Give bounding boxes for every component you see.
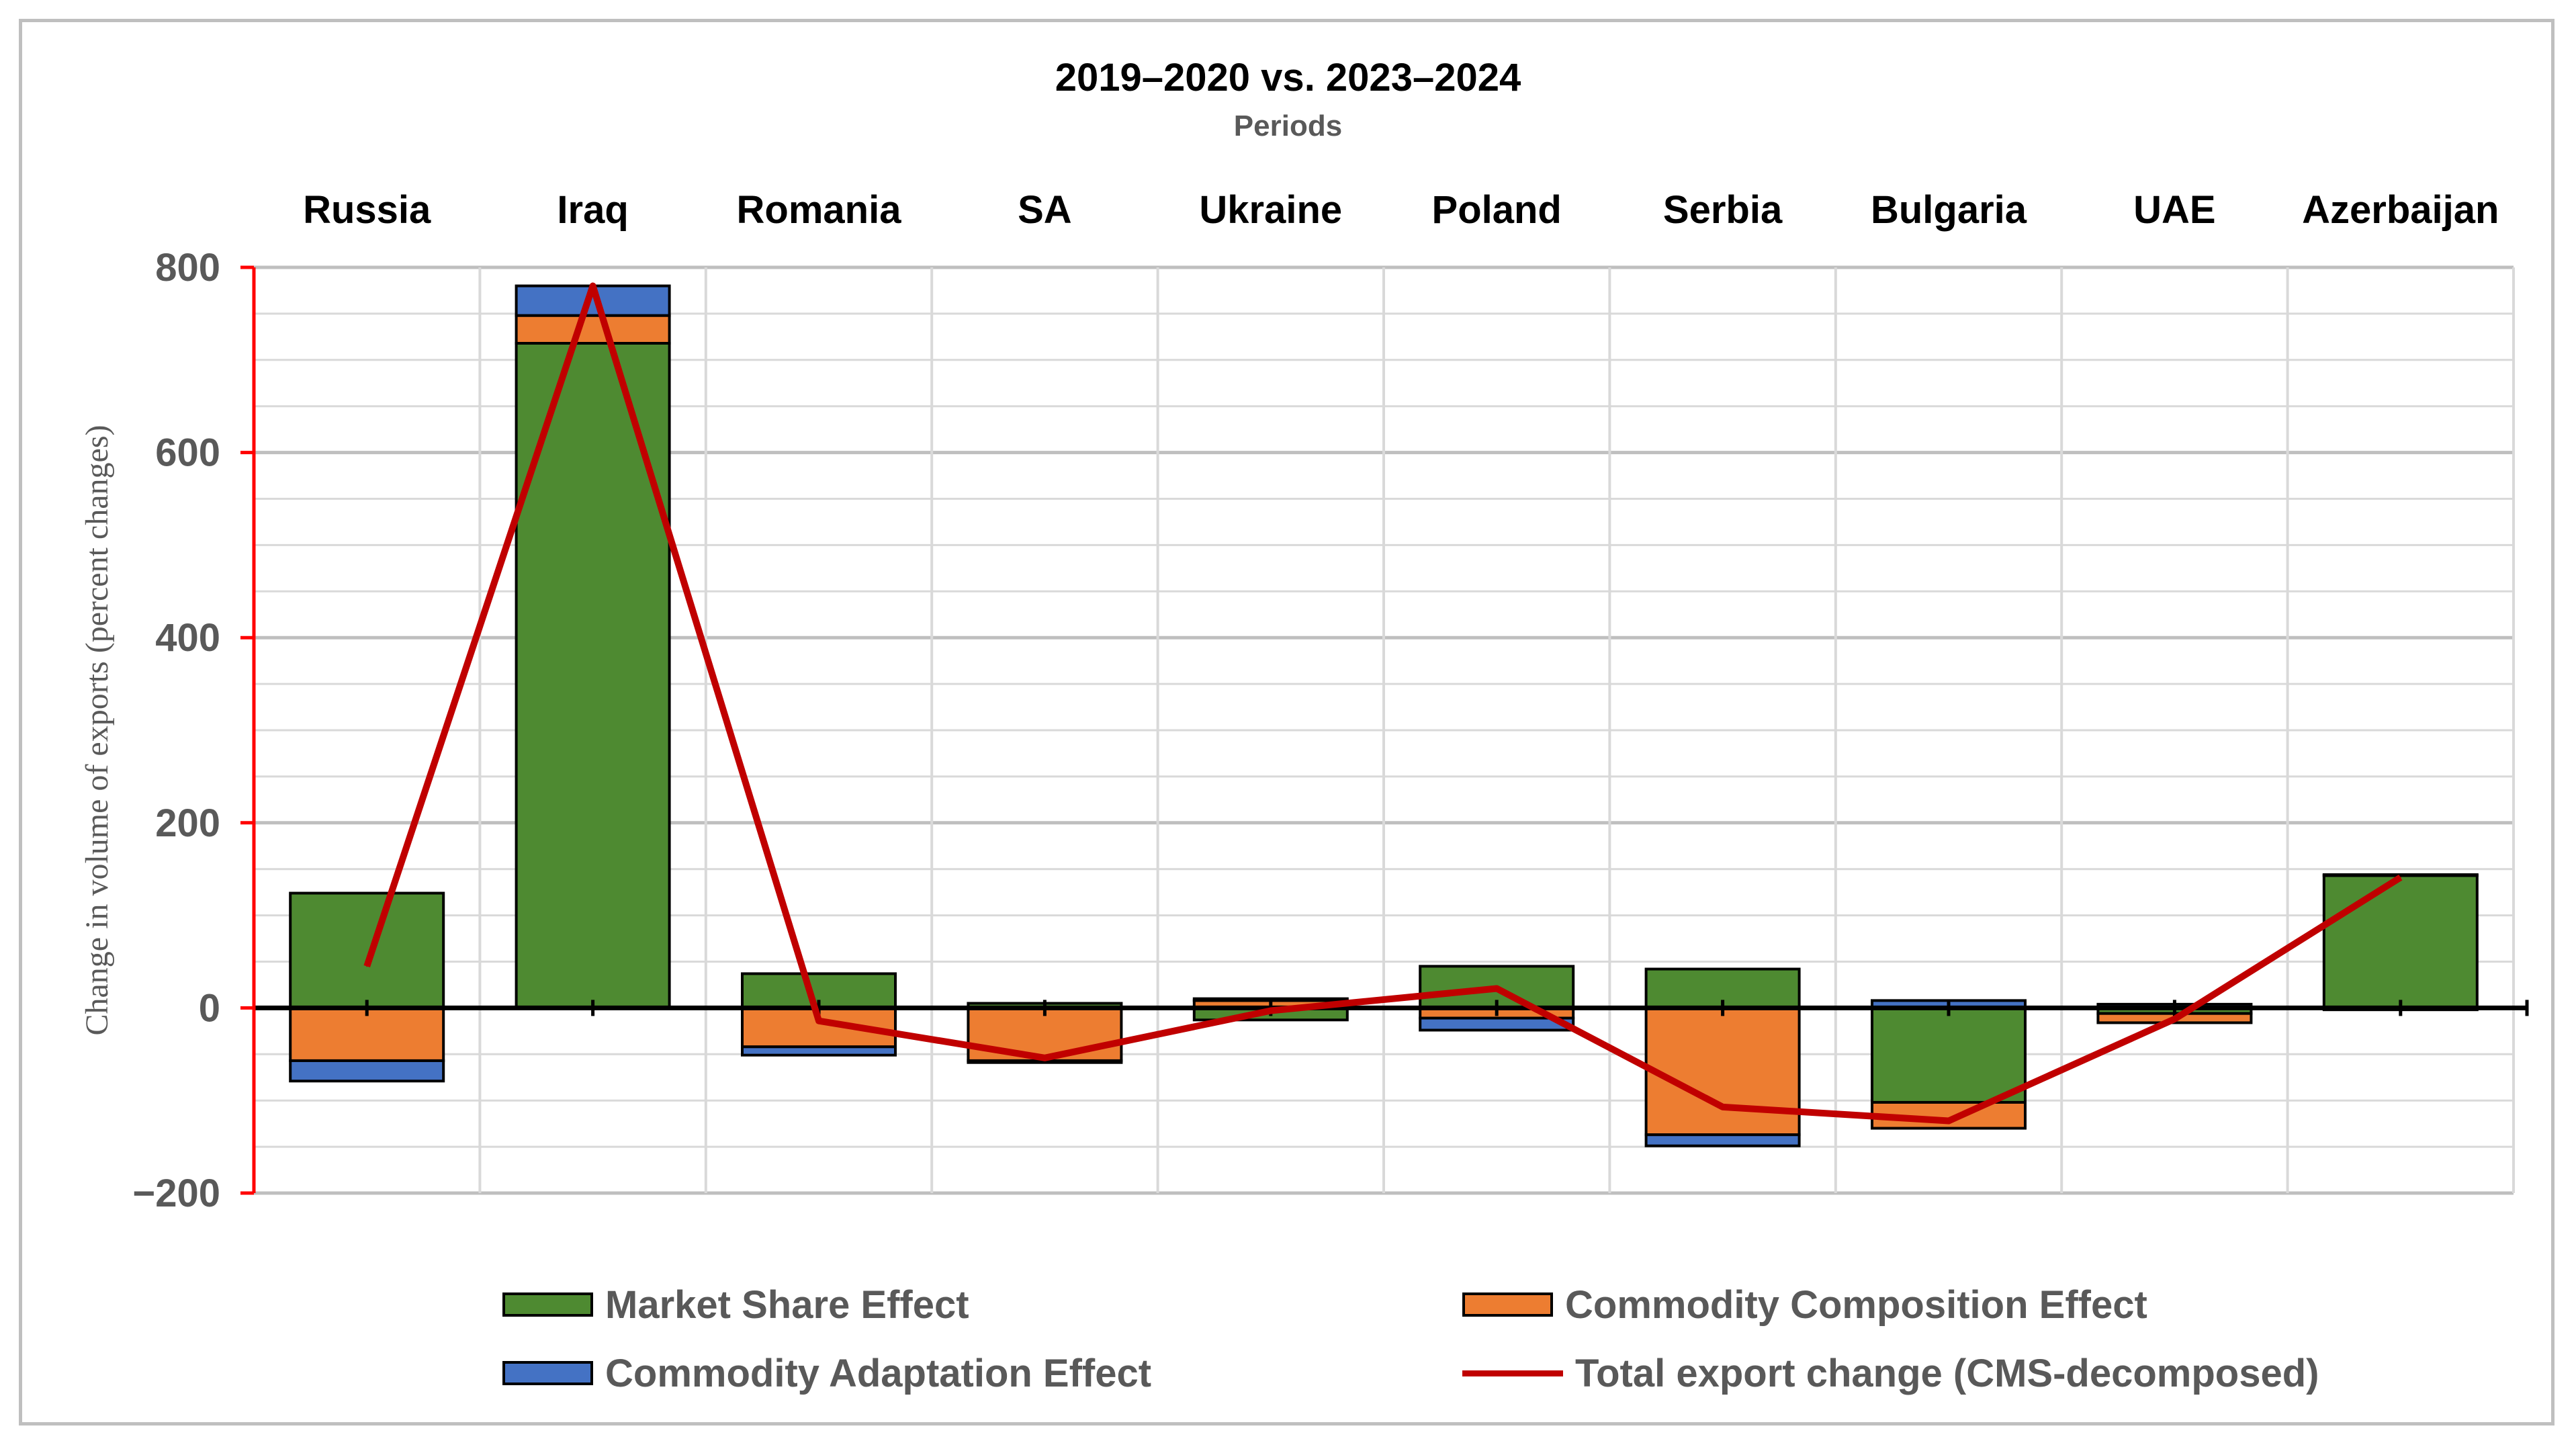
category-label: Ukraine [1199, 188, 1342, 232]
bar-poland-commodity-adaptation-effect [1419, 1016, 1575, 1032]
total-export-change-point [1722, 1106, 1724, 1108]
category-label: Azerbaijan [2302, 188, 2499, 232]
category-label: Romania [737, 188, 902, 232]
line-layer [363, 282, 2403, 1125]
bar-azerbaijan-market-share-effect [2322, 874, 2479, 1010]
category-label: Iraq [557, 188, 628, 232]
y-tick-label: 200 [155, 801, 220, 845]
total-export-change-point [1044, 1057, 1046, 1059]
total-export-change-point [1948, 1120, 1949, 1122]
category-label: Poland [1432, 188, 1562, 232]
bar-iraq-commodity-composition-effect [515, 314, 671, 345]
y-axis-title: Change in volume of exports (percent cha… [79, 425, 115, 1035]
category-label: Bulgaria [1871, 188, 2027, 232]
total-export-change-point [1270, 1010, 1272, 1012]
bar-russia-commodity-adaptation-effect [289, 1059, 445, 1083]
y-tick-label: −200 [132, 1172, 220, 1215]
y-tick-label: 0 [199, 986, 220, 1030]
total-export-change-point [1496, 988, 1498, 990]
bar-romania-commodity-adaptation-effect [741, 1045, 897, 1057]
total-export-change-point [2399, 877, 2401, 879]
total-export-change-line [363, 282, 2403, 1125]
total-export-change-point [366, 965, 368, 967]
total-export-change-point [592, 285, 594, 287]
chart-frame [19, 19, 2555, 1426]
y-tick-label: 800 [155, 246, 220, 290]
chart-subtitle: Periods [1233, 109, 1343, 142]
y-tick-label: 600 [155, 431, 220, 475]
bar-serbia-commodity-adaptation-effect [1644, 1133, 1801, 1147]
bar-russia-market-share-effect [289, 891, 445, 1010]
total-export-change-point [818, 1020, 819, 1022]
chart-title: 2019–2020 vs. 2023–2024 [1055, 56, 1521, 99]
total-export-change-point [2174, 1018, 2176, 1020]
category-label: Russia [303, 188, 431, 232]
category-label: SA [1018, 188, 1072, 232]
bar-bulgaria-market-share-effect [1871, 1006, 2027, 1104]
label-layer: 800 600 400 200 0 −200 Russia Iraq Romania SA Ukra… [79, 188, 2499, 1215]
y-tick-label: 400 [155, 616, 220, 660]
category-label: Serbia [1663, 188, 1783, 232]
bar-serbia-commodity-composition-effect [1644, 1006, 1801, 1137]
category-label: UAE [2133, 188, 2215, 232]
